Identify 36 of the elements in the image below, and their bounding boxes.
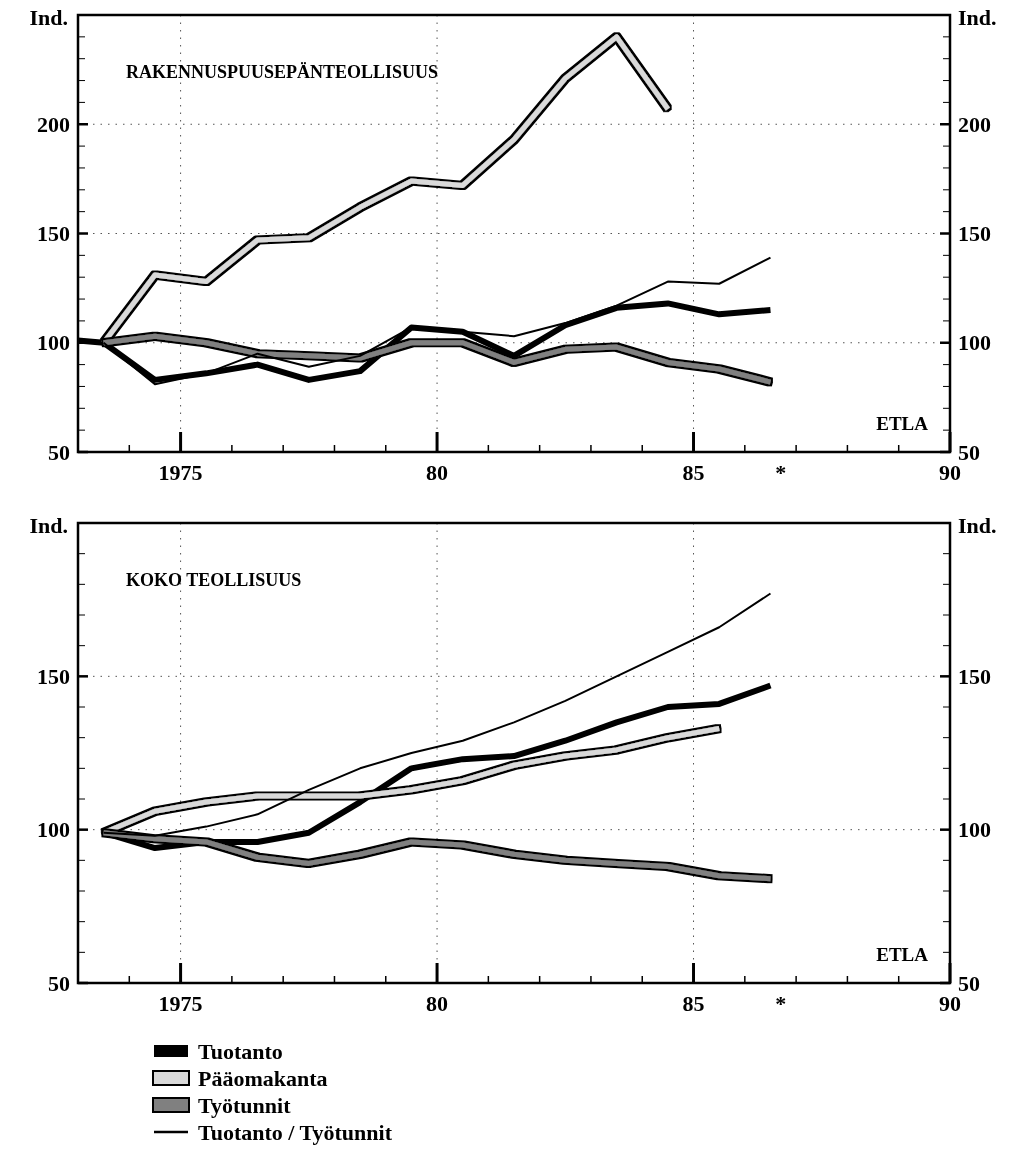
y2-tick-label: 150 [958, 664, 991, 690]
x-tick-label: 90 [939, 991, 961, 1016]
y2-tick-label: 50 [958, 439, 980, 465]
x-tick-label: 85 [682, 991, 705, 1016]
y2-tick-label: 100 [958, 817, 991, 843]
y-tick-label: 100 [37, 817, 70, 843]
y-tick-label: 200 [37, 111, 70, 137]
x-tick-label: 80 [426, 991, 449, 1016]
y-axis-title: Ind. [29, 513, 68, 538]
legend-label: Pääomakanta [198, 1065, 328, 1091]
annotation: ETLA [876, 944, 929, 965]
legend-label: Työtunnit [198, 1092, 292, 1118]
x-tick-label: 80 [426, 460, 449, 485]
y2-axis-title: Ind. [958, 5, 997, 30]
y2-tick-label: 100 [958, 330, 991, 356]
y-tick-label: 50 [48, 970, 70, 996]
x-tick-label: 1975 [158, 460, 203, 485]
y2-tick-label: 50 [958, 970, 980, 996]
y2-tick-label: 200 [958, 111, 991, 137]
annotation: ETLA [876, 413, 929, 434]
legend-label: Tuotanto / Työtunnit [198, 1119, 393, 1145]
legend-label: Tuotanto [198, 1038, 283, 1064]
x-tick-label: 85 [682, 460, 705, 485]
y2-tick-label: 150 [958, 221, 991, 247]
y-tick-label: 100 [37, 330, 70, 356]
y-axis-title: Ind. [29, 5, 68, 30]
y2-axis-title: Ind. [958, 513, 997, 538]
x-tick-label: 1975 [158, 991, 203, 1016]
x-tick-label: 90 [939, 460, 961, 485]
x-tick-label: * [775, 460, 787, 485]
x-tick-label: * [775, 991, 787, 1016]
text: KOKO TEOLLISUUS [126, 570, 302, 590]
y-tick-label: 50 [48, 439, 70, 465]
text: RAKENNUSPUUSEPÄNTEOLLISUUS [126, 62, 439, 82]
y-tick-label: 150 [37, 664, 70, 690]
y-tick-label: 150 [37, 221, 70, 247]
